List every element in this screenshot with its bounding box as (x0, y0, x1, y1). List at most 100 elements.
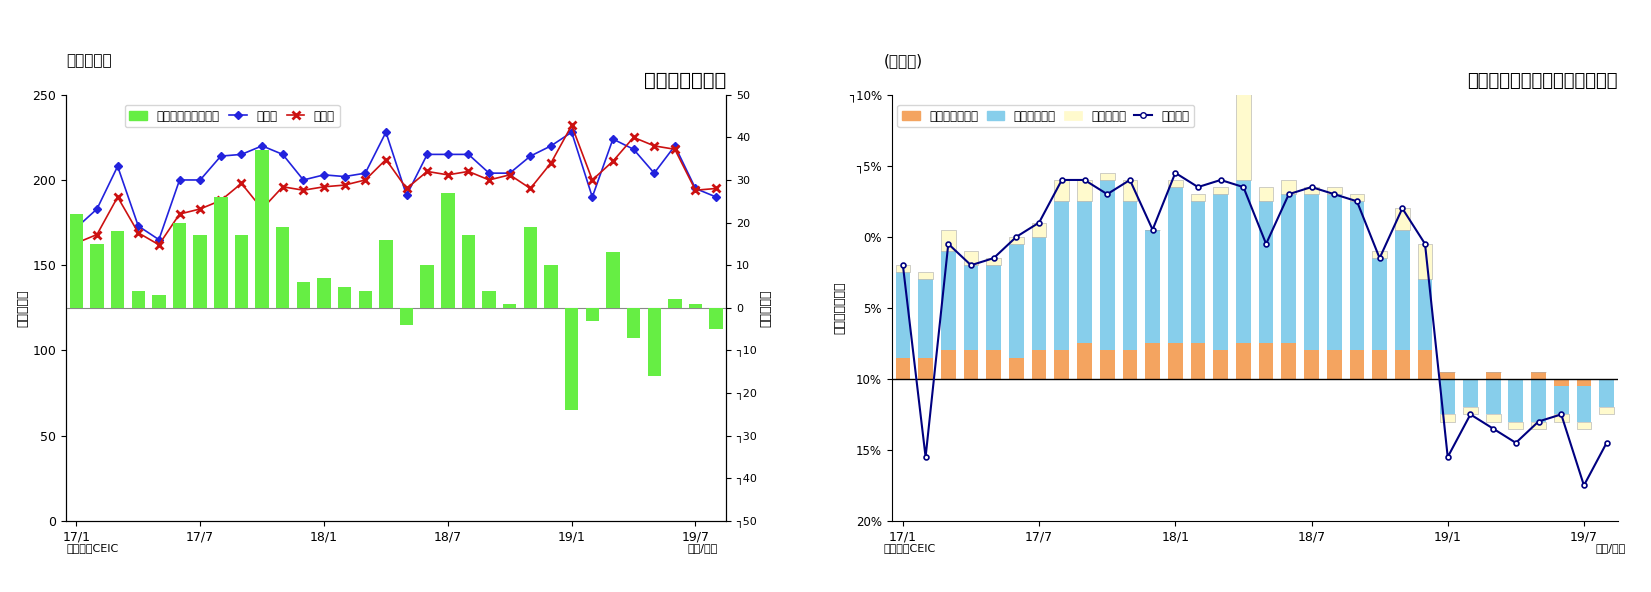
Bar (1463, 379, 1478, 407)
Bar (1281, 343, 1296, 379)
Bar (918, 272, 933, 279)
Bar (1213, 350, 1228, 379)
Bar (1530, 422, 1545, 429)
Bar (1258, 187, 1273, 201)
Bar (1190, 194, 1205, 201)
Bar (627, 308, 641, 337)
Bar (1304, 350, 1319, 379)
Bar (421, 265, 434, 308)
Bar (1577, 386, 1592, 422)
Bar (1009, 237, 1024, 244)
Bar (338, 287, 352, 308)
Bar (1463, 407, 1478, 414)
Bar (215, 197, 228, 308)
Text: （図表３）: （図表３） (66, 53, 112, 68)
Bar (606, 252, 619, 308)
Bar (1440, 379, 1455, 414)
Bar (1237, 45, 1251, 180)
Bar (1055, 350, 1070, 379)
Bar (895, 265, 910, 272)
Text: タイ　輸出の伸び率（品目別）: タイ 輸出の伸び率（品目別） (1468, 72, 1618, 91)
Bar (1486, 372, 1501, 379)
Bar (1486, 414, 1501, 422)
Bar (1349, 194, 1364, 201)
Bar (91, 244, 104, 308)
Bar (1530, 372, 1545, 379)
Text: （資料）CEIC: （資料）CEIC (66, 542, 119, 552)
Bar (1258, 343, 1273, 379)
Bar (1146, 343, 1161, 379)
Bar (918, 358, 933, 379)
Bar (688, 304, 702, 308)
Bar (941, 251, 956, 350)
Bar (1395, 350, 1410, 379)
Bar (193, 236, 206, 308)
Bar (1327, 194, 1342, 350)
Bar (710, 308, 723, 329)
Bar (1509, 422, 1524, 429)
Text: (図表４): (図表４) (883, 53, 923, 68)
Bar (1372, 251, 1387, 258)
Bar (1327, 187, 1342, 194)
Bar (669, 300, 682, 308)
Bar (441, 193, 454, 308)
Bar (1281, 194, 1296, 343)
Bar (1213, 187, 1228, 194)
Bar (1418, 244, 1433, 279)
Bar (1554, 414, 1568, 422)
Bar (1123, 201, 1138, 350)
Bar (1123, 350, 1138, 379)
Bar (1600, 379, 1615, 407)
Text: タイの貿易収支: タイの貿易収支 (644, 72, 726, 91)
Bar (1032, 350, 1047, 379)
Bar (1418, 350, 1433, 379)
Text: （資料）CEIC: （資料）CEIC (883, 542, 936, 552)
Bar (1076, 180, 1091, 201)
Bar (1100, 350, 1114, 379)
Bar (895, 272, 910, 358)
Bar (1167, 180, 1182, 187)
Bar (1009, 358, 1024, 379)
Y-axis label: （億ドル）: （億ドル） (17, 289, 30, 327)
Bar (1372, 350, 1387, 379)
Bar (586, 308, 599, 321)
Text: （年/月）: （年/月） (688, 542, 718, 552)
Bar (69, 214, 83, 308)
Y-axis label: （億ドル）: （億ドル） (759, 289, 773, 327)
Bar (1167, 343, 1182, 379)
Bar (1100, 173, 1114, 180)
Text: （年/月）: （年/月） (1597, 542, 1626, 552)
Bar (482, 291, 495, 308)
Bar (1076, 343, 1091, 379)
Bar (986, 258, 1001, 265)
Bar (1440, 372, 1455, 379)
Bar (234, 236, 248, 308)
Bar (1304, 187, 1319, 194)
Bar (297, 282, 310, 308)
Legend: 農産物・加工品, 主要工業製品, 鉱物・燃料, 輸出合計: 農産物・加工品, 主要工業製品, 鉱物・燃料, 輸出合計 (898, 105, 1194, 127)
Bar (1237, 180, 1251, 343)
Bar (1486, 379, 1501, 414)
Bar (1349, 350, 1364, 379)
Bar (895, 358, 910, 379)
Bar (647, 308, 660, 376)
Bar (1167, 187, 1182, 343)
Bar (152, 295, 165, 308)
Bar (256, 150, 269, 308)
Bar (1032, 223, 1047, 237)
Bar (964, 251, 979, 265)
Bar (1237, 343, 1251, 379)
Bar (1509, 379, 1524, 422)
Bar (986, 265, 1001, 350)
Bar (1554, 386, 1568, 414)
Bar (1032, 237, 1047, 350)
Bar (1395, 230, 1410, 350)
Bar (1009, 244, 1024, 358)
Bar (132, 291, 145, 308)
Bar (1076, 201, 1091, 343)
Bar (1055, 201, 1070, 350)
Bar (1190, 201, 1205, 343)
Bar (1577, 422, 1592, 429)
Bar (523, 227, 537, 308)
Bar (173, 223, 187, 308)
